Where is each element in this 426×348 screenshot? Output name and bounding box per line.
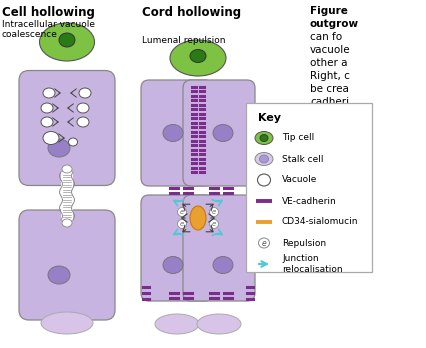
FancyBboxPatch shape bbox=[245, 103, 371, 272]
Ellipse shape bbox=[259, 134, 268, 142]
Text: Repulsion: Repulsion bbox=[281, 238, 325, 247]
Text: Cell hollowing: Cell hollowing bbox=[2, 6, 95, 19]
Text: and init: and init bbox=[309, 149, 349, 159]
Ellipse shape bbox=[163, 125, 183, 142]
Ellipse shape bbox=[79, 88, 91, 98]
Ellipse shape bbox=[209, 220, 218, 229]
Ellipse shape bbox=[43, 88, 55, 98]
Ellipse shape bbox=[41, 117, 53, 127]
Text: Right, c: Right, c bbox=[309, 71, 349, 81]
Ellipse shape bbox=[177, 207, 186, 216]
Ellipse shape bbox=[40, 23, 94, 61]
Text: Stalk cell: Stalk cell bbox=[281, 155, 323, 164]
Text: Tip cell: Tip cell bbox=[281, 134, 314, 142]
Ellipse shape bbox=[213, 125, 233, 142]
Text: VE-cadherin: VE-cadherin bbox=[281, 197, 336, 206]
Text: Key: Key bbox=[257, 113, 280, 123]
Text: Figure: Figure bbox=[309, 6, 351, 16]
FancyBboxPatch shape bbox=[141, 80, 213, 186]
FancyBboxPatch shape bbox=[183, 195, 254, 301]
Ellipse shape bbox=[259, 155, 268, 163]
Text: cell-cell: cell-cell bbox=[309, 123, 349, 133]
Text: e: e bbox=[179, 221, 184, 227]
Ellipse shape bbox=[48, 139, 70, 157]
Ellipse shape bbox=[77, 117, 89, 127]
Text: cadheri: cadheri bbox=[309, 97, 348, 107]
Ellipse shape bbox=[62, 165, 72, 173]
Ellipse shape bbox=[77, 103, 89, 113]
Ellipse shape bbox=[41, 312, 93, 334]
Text: Lumenal repulsion: Lumenal repulsion bbox=[142, 36, 225, 45]
Text: allowing: allowing bbox=[309, 162, 353, 172]
Ellipse shape bbox=[68, 138, 77, 146]
FancyBboxPatch shape bbox=[19, 210, 115, 320]
Ellipse shape bbox=[213, 256, 233, 274]
Ellipse shape bbox=[170, 40, 225, 76]
Text: can fo: can fo bbox=[309, 32, 341, 42]
FancyBboxPatch shape bbox=[61, 172, 73, 220]
FancyBboxPatch shape bbox=[19, 71, 115, 185]
Text: be crea: be crea bbox=[309, 84, 348, 94]
Ellipse shape bbox=[41, 103, 53, 113]
Text: Junction
relocalisation: Junction relocalisation bbox=[281, 254, 342, 274]
Ellipse shape bbox=[48, 266, 70, 284]
Ellipse shape bbox=[59, 33, 75, 47]
Text: e: e bbox=[211, 221, 216, 227]
FancyBboxPatch shape bbox=[183, 80, 254, 186]
Ellipse shape bbox=[43, 132, 59, 144]
Ellipse shape bbox=[190, 49, 205, 63]
Text: e: e bbox=[261, 238, 266, 247]
Ellipse shape bbox=[177, 220, 186, 229]
Ellipse shape bbox=[254, 132, 272, 144]
Ellipse shape bbox=[163, 256, 183, 274]
Text: Intracellular vacuole
coalescence: Intracellular vacuole coalescence bbox=[2, 20, 95, 39]
Text: outgrow: outgrow bbox=[309, 19, 358, 29]
Ellipse shape bbox=[209, 207, 218, 216]
Ellipse shape bbox=[196, 314, 240, 334]
Text: vacuole: vacuole bbox=[309, 45, 350, 55]
Text: Cord hollowing: Cord hollowing bbox=[142, 6, 241, 19]
Ellipse shape bbox=[254, 152, 272, 166]
Text: to  the: to the bbox=[309, 175, 343, 185]
Ellipse shape bbox=[190, 206, 205, 230]
Text: e: e bbox=[179, 209, 184, 215]
Ellipse shape bbox=[62, 219, 72, 227]
Text: Vacuole: Vacuole bbox=[281, 175, 317, 184]
Text: polarity: polarity bbox=[309, 110, 349, 120]
Text: e: e bbox=[211, 209, 216, 215]
Ellipse shape bbox=[257, 174, 270, 186]
Text: Geuder: Geuder bbox=[309, 188, 348, 198]
Text: other a: other a bbox=[309, 58, 347, 68]
Ellipse shape bbox=[258, 238, 269, 248]
FancyBboxPatch shape bbox=[141, 195, 213, 301]
Text: CD34-sialomucin: CD34-sialomucin bbox=[281, 218, 358, 227]
Text: the sial: the sial bbox=[309, 136, 348, 146]
Ellipse shape bbox=[155, 314, 199, 334]
